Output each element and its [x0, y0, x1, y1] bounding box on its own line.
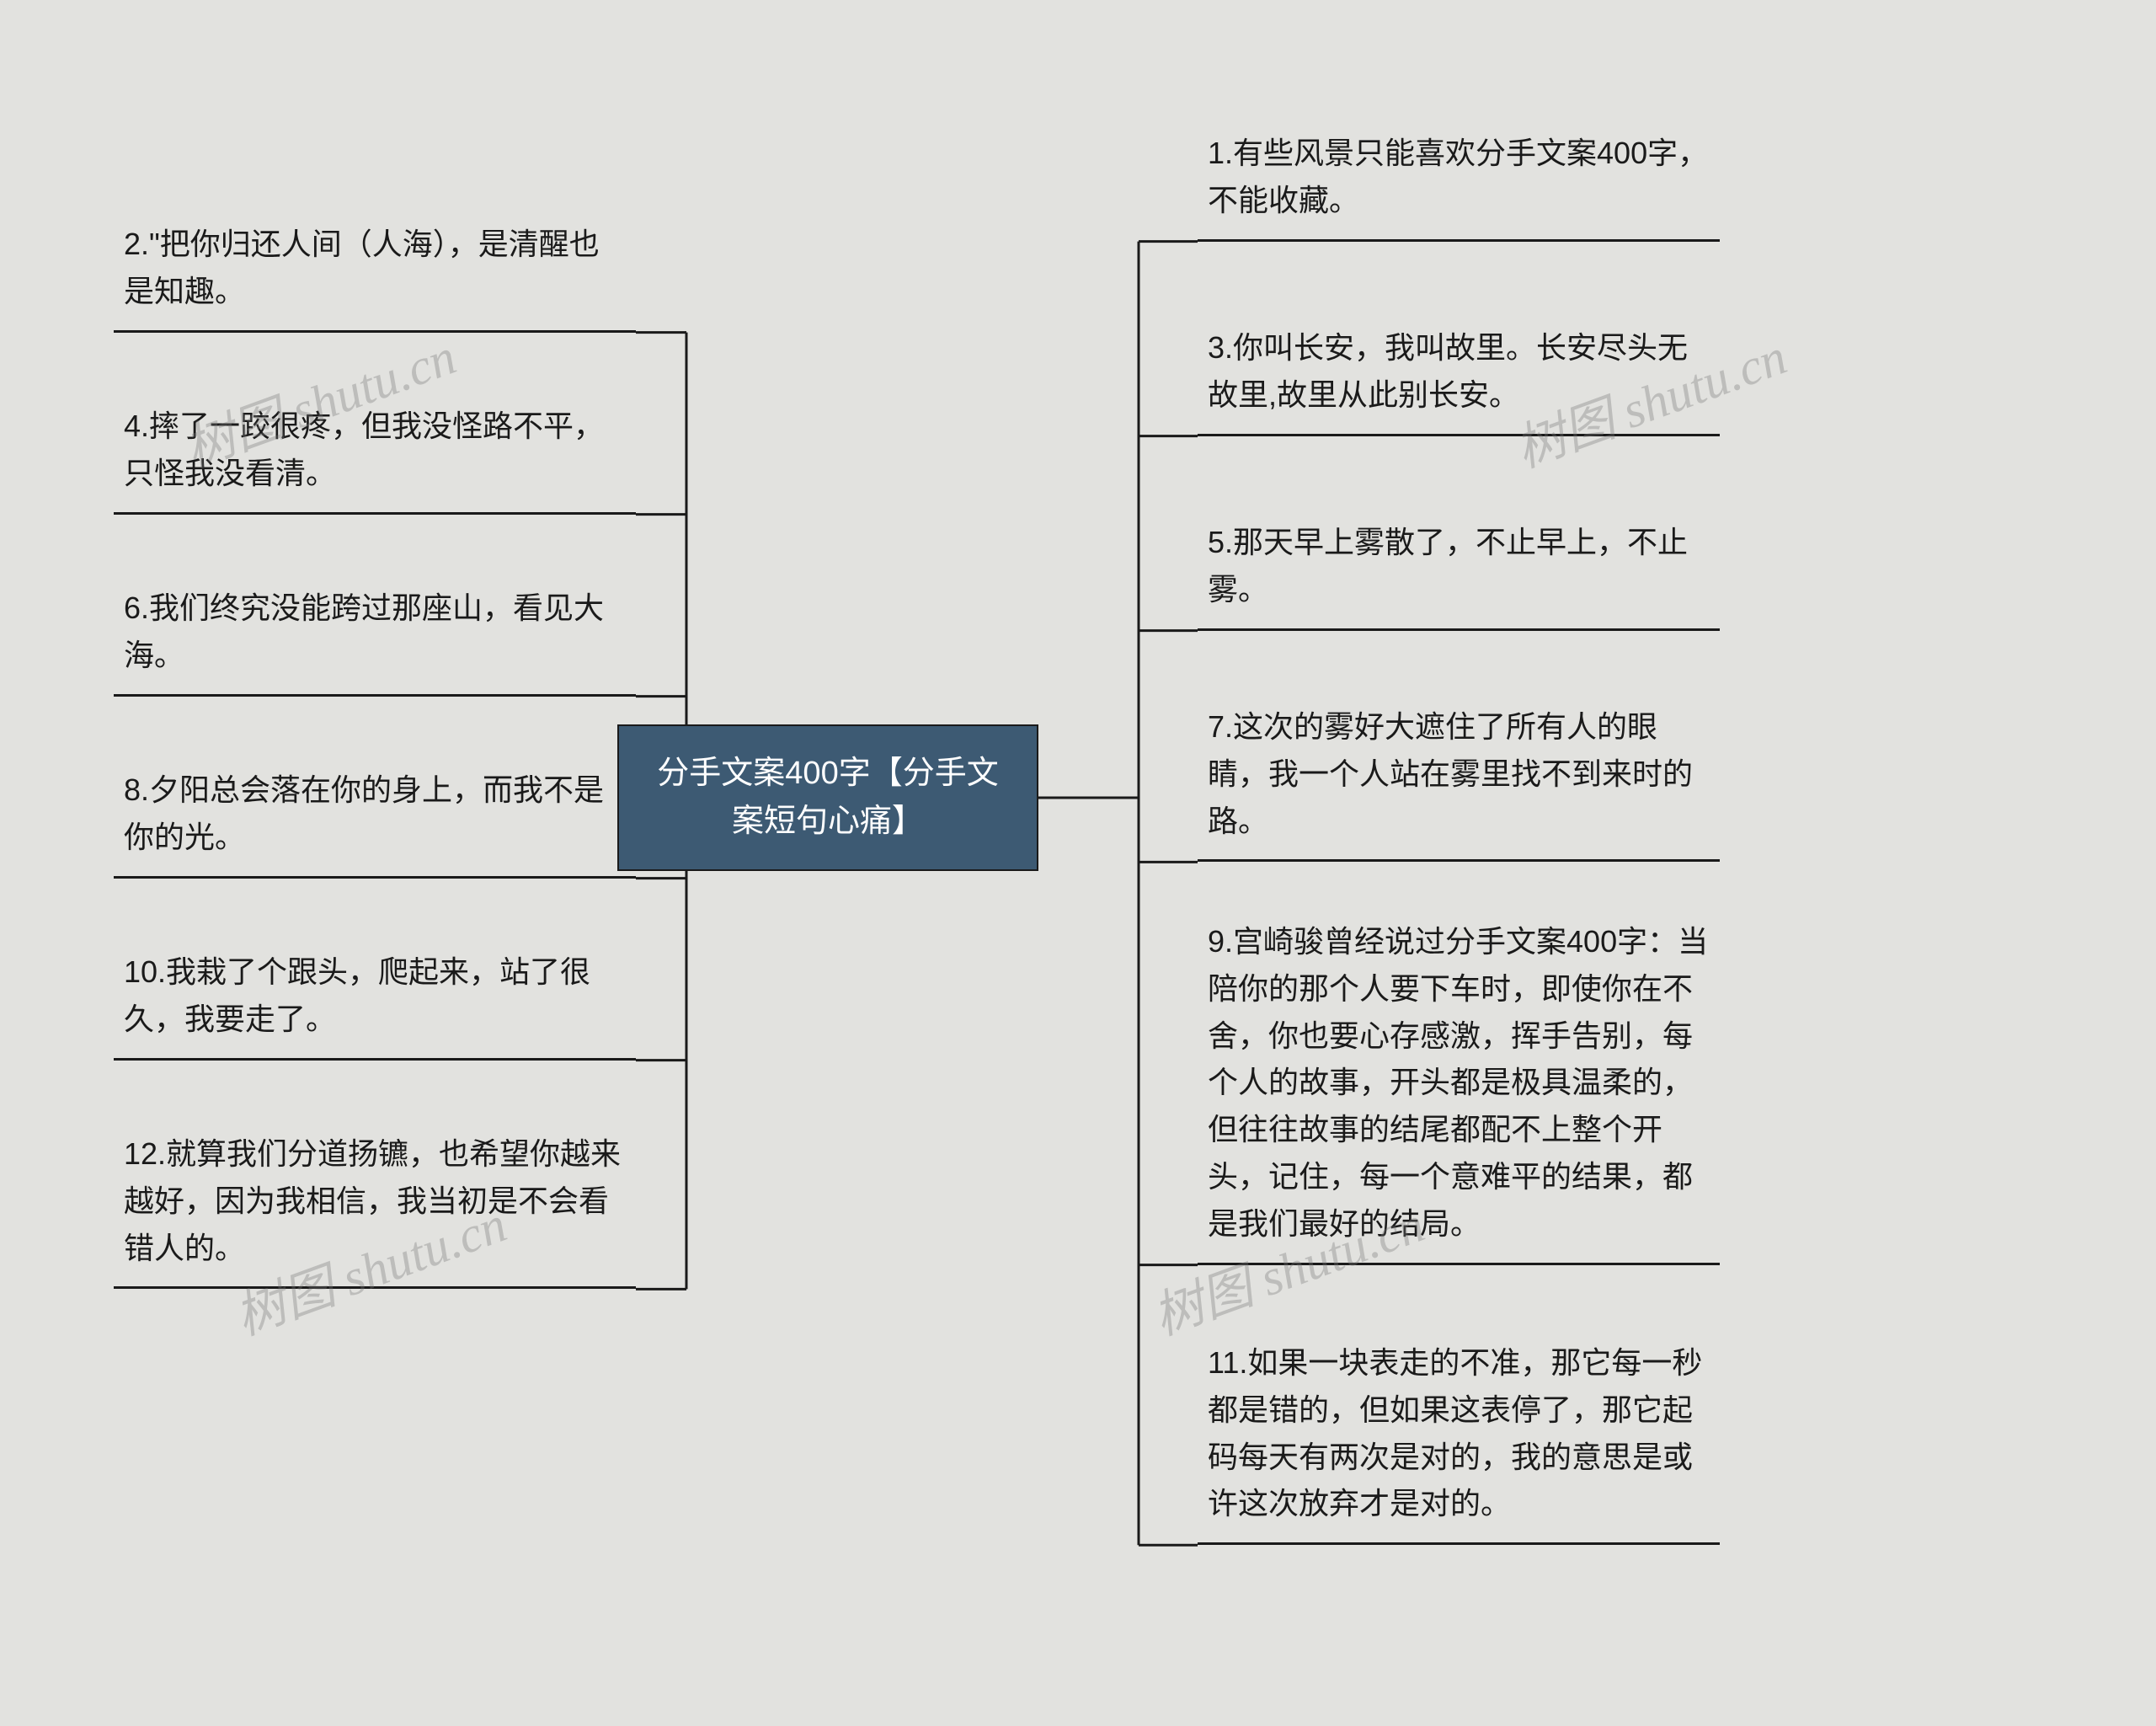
left-leaf-text-3: 6.我们终究没能跨过那座山，看见大海。: [124, 590, 604, 672]
left-leaf-6: 12.就算我们分道扬镳，也希望你越来越好，因为我相信，我当初是不会看错人的。: [114, 1122, 636, 1289]
center-node-text: 分手文案400字【分手文 案短句心痛】: [657, 756, 998, 839]
right-leaf-text-2: 3.你叫长安，我叫故里。长安尽头无故里,故里从此别长安。: [1208, 330, 1688, 412]
left-leaf-text-2: 4.摔了一跤很疼，但我没怪路不平，只怪我没看清。: [124, 409, 604, 490]
left-leaf-4: 8.夕阳总会落在你的身上，而我不是你的光。: [114, 758, 636, 879]
left-leaf-3: 6.我们终究没能跨过那座山，看见大海。: [114, 576, 636, 697]
right-leaf-text-3: 5.那天早上雾散了，不止早上，不止雾。: [1208, 525, 1688, 607]
right-leaf-text-5: 9.宫崎骏曾经说过分手文案400字：当陪你的那个人要下车时，即使你在不舍，你也要…: [1208, 924, 1708, 1241]
right-leaf-6: 11.如果一块表走的不准，那它每一秒都是错的，但如果这表停了，那它起码每天有两次…: [1198, 1331, 1720, 1545]
left-leaf-text-5: 10.我栽了个跟头，爬起来，站了很久，我要走了。: [124, 954, 590, 1036]
left-leaf-text-4: 8.夕阳总会落在你的身上，而我不是你的光。: [124, 772, 604, 854]
left-leaf-text-1: 2."把你归还人间（人海），是清醒也是知趣。: [124, 227, 600, 308]
left-leaf-5: 10.我栽了个跟头，爬起来，站了很久，我要走了。: [114, 940, 636, 1061]
center-node: 分手文案400字【分手文 案短句心痛】: [617, 724, 1038, 871]
right-leaf-text-4: 7.这次的雾好大遮住了所有人的眼睛，我一个人站在雾里找不到来时的路。: [1208, 709, 1693, 838]
right-leaf-4: 7.这次的雾好大遮住了所有人的眼睛，我一个人站在雾里找不到来时的路。: [1198, 695, 1720, 862]
right-leaf-text-1: 1.有些风景只能喜欢分手文案400字，不能收藏。: [1208, 136, 1708, 217]
left-leaf-2: 4.摔了一跤很疼，但我没怪路不平，只怪我没看清。: [114, 394, 636, 515]
left-leaf-text-6: 12.就算我们分道扬镳，也希望你越来越好，因为我相信，我当初是不会看错人的。: [124, 1136, 621, 1265]
right-leaf-3: 5.那天早上雾散了，不止早上，不止雾。: [1198, 510, 1720, 631]
right-leaf-1: 1.有些风景只能喜欢分手文案400字，不能收藏。: [1198, 121, 1720, 242]
right-leaf-5: 9.宫崎骏曾经说过分手文案400字：当陪你的那个人要下车时，即使你在不舍，你也要…: [1198, 910, 1720, 1265]
left-leaf-1: 2."把你归还人间（人海），是清醒也是知趣。: [114, 212, 636, 333]
right-leaf-2: 3.你叫长安，我叫故里。长安尽头无故里,故里从此别长安。: [1198, 316, 1720, 436]
right-leaf-text-6: 11.如果一块表走的不准，那它每一秒都是错的，但如果这表停了，那它起码每天有两次…: [1208, 1345, 1702, 1520]
